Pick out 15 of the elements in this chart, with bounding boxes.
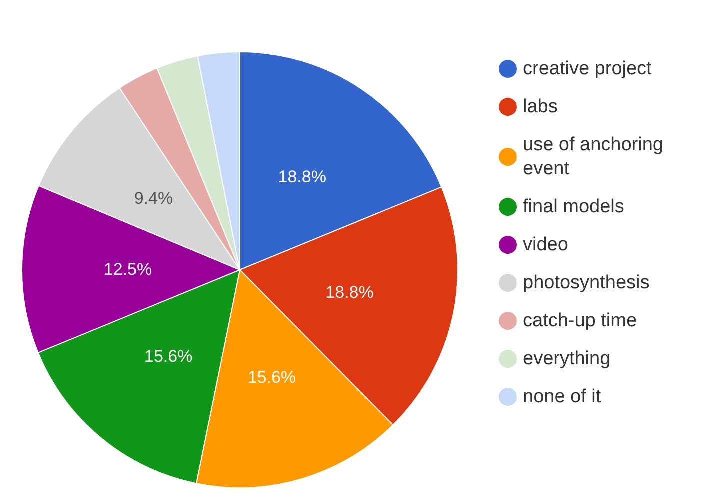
legend-label: creative project: [523, 58, 653, 80]
legend-label: none of it: [523, 386, 602, 408]
legend-label: use of anchoring event: [523, 134, 669, 180]
legend-label: catch-up time: [523, 310, 638, 332]
data-label: 15.6%: [248, 368, 296, 387]
data-label: 18.8%: [278, 167, 326, 186]
data-label: 12.5%: [104, 260, 152, 280]
legend-label: labs: [523, 96, 558, 118]
legend-label: final models: [523, 196, 624, 218]
legend-label: photosynthesis: [523, 272, 650, 294]
data-label: 18.8%: [326, 282, 374, 302]
data-label: 9.4%: [134, 189, 174, 208]
data-label: 15.6%: [144, 346, 193, 366]
legend-label: everything: [523, 348, 611, 370]
legend-label: video: [523, 234, 568, 256]
